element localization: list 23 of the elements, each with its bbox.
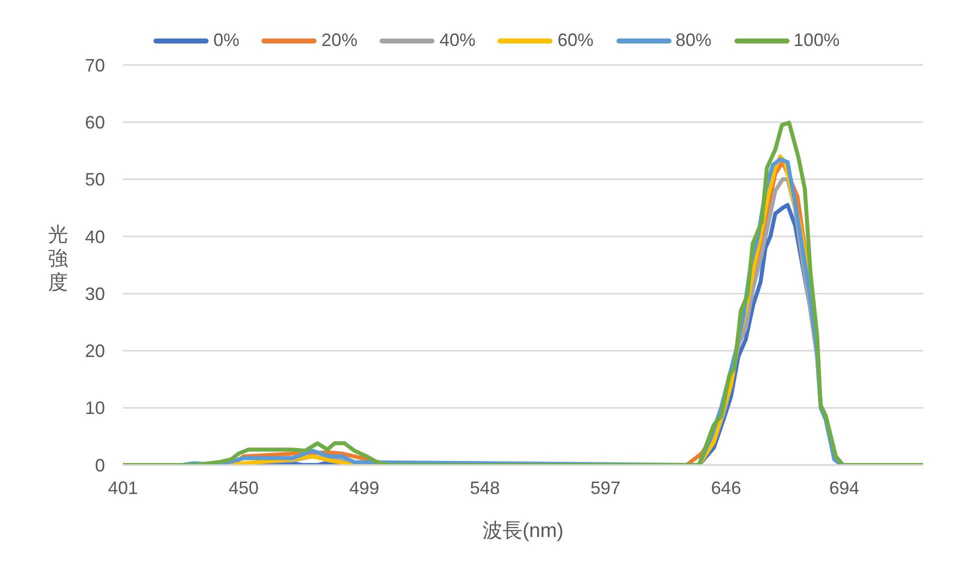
- y-tick-label: 10: [84, 398, 105, 418]
- legend-label: 80%: [676, 30, 712, 51]
- y-tick-label: 50: [84, 170, 105, 190]
- x-tick-label: 597: [590, 478, 620, 498]
- x-axis-title: 波長(nm): [482, 520, 564, 542]
- x-tick-label: 450: [228, 478, 259, 498]
- x-tick-label: 694: [829, 478, 860, 498]
- y-tick-label: 60: [84, 112, 105, 133]
- y-axis-title: 光強度: [48, 224, 68, 294]
- x-tick-label: 401: [108, 478, 138, 498]
- legend-label: 40%: [439, 30, 476, 51]
- legend-label: 20%: [321, 30, 358, 51]
- y-tick-label: 70: [84, 55, 105, 76]
- legend-label: 100%: [794, 30, 840, 51]
- y-tick-label: 20: [84, 341, 105, 362]
- legend-label: 0%: [213, 30, 240, 51]
- y-tick-label: 30: [84, 284, 105, 304]
- x-tick-label: 499: [349, 478, 380, 498]
- x-tick-label: 646: [711, 478, 742, 498]
- y-tick-label: 40: [84, 226, 105, 247]
- y-tick-label: 0: [94, 455, 105, 476]
- x-tick-label: 548: [470, 478, 500, 498]
- legend-label: 60%: [557, 30, 594, 51]
